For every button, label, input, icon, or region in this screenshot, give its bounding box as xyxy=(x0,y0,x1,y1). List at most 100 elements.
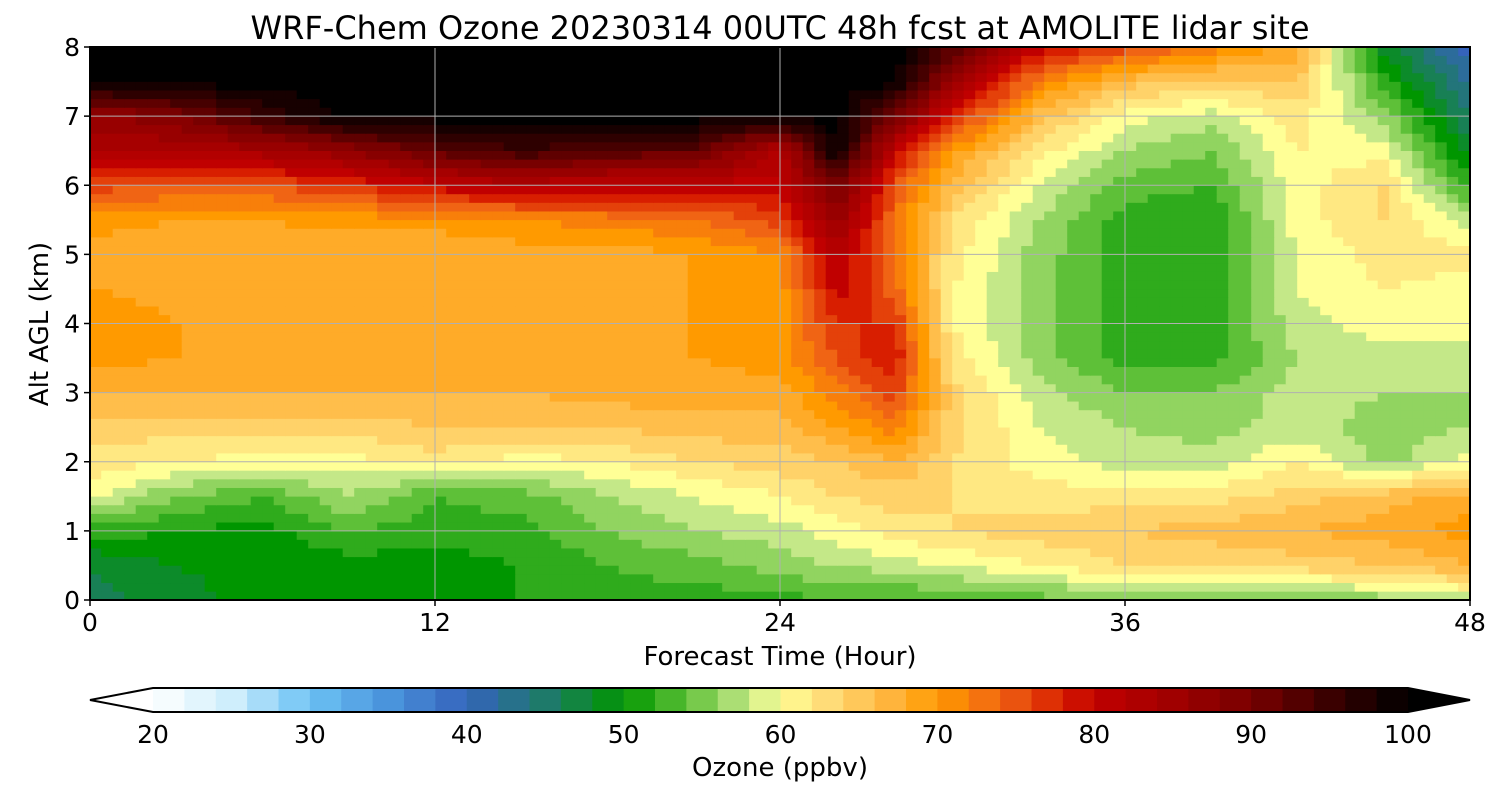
heatmap-cell xyxy=(1354,521,1367,532)
heatmap-cell xyxy=(607,435,620,445)
heatmap-cell xyxy=(998,392,1011,402)
heatmap-cell xyxy=(1216,392,1229,402)
heatmap-cell xyxy=(262,565,275,575)
heatmap-cell xyxy=(618,530,631,540)
heatmap-cell xyxy=(296,539,309,549)
heatmap-cell xyxy=(250,547,263,558)
heatmap-cell xyxy=(1101,400,1114,411)
heatmap-cell xyxy=(710,366,723,376)
heatmap-cell xyxy=(814,331,827,342)
heatmap-cell xyxy=(687,314,700,324)
heatmap-cell xyxy=(1193,349,1206,359)
heatmap-cell xyxy=(285,530,298,540)
heatmap-cell xyxy=(1216,582,1229,592)
heatmap-cell xyxy=(1435,556,1448,566)
heatmap-cell xyxy=(653,375,666,385)
heatmap-cell xyxy=(917,461,930,471)
heatmap-cell xyxy=(641,565,654,575)
heatmap-cell xyxy=(607,314,620,324)
heatmap-cell xyxy=(1136,409,1149,419)
heatmap-cell xyxy=(342,409,355,419)
heatmap-cell xyxy=(492,496,505,506)
heatmap-cell xyxy=(285,470,298,480)
heatmap-cell xyxy=(1331,418,1344,428)
heatmap-cell xyxy=(641,444,654,454)
heatmap-cell xyxy=(262,262,275,272)
heatmap-cell xyxy=(618,435,631,445)
heatmap-cell xyxy=(1182,340,1195,350)
heatmap-cell xyxy=(710,383,723,393)
heatmap-cell xyxy=(630,314,643,324)
heatmap-cell xyxy=(860,487,873,497)
heatmap-cell xyxy=(768,435,781,445)
heatmap-cell xyxy=(262,452,275,463)
heatmap-cell xyxy=(929,331,942,342)
heatmap-cell xyxy=(250,582,263,592)
heatmap-cell xyxy=(90,305,102,316)
heatmap-cell xyxy=(250,323,263,333)
heatmap-cell xyxy=(1193,539,1206,549)
heatmap-cell xyxy=(1032,366,1045,376)
heatmap-cell xyxy=(1216,383,1229,393)
heatmap-cell xyxy=(618,245,631,255)
heatmap-cell xyxy=(848,426,861,437)
heatmap-cell xyxy=(1308,487,1321,497)
heatmap-cell xyxy=(768,487,781,497)
heatmap-cell xyxy=(170,582,183,592)
heatmap-cell xyxy=(1136,573,1149,584)
heatmap-cell xyxy=(204,418,217,428)
heatmap-cell xyxy=(607,513,620,523)
heatmap-cell xyxy=(1354,461,1367,471)
heatmap-cell xyxy=(423,565,436,575)
heatmap-cell xyxy=(1170,487,1183,497)
heatmap-cell xyxy=(181,591,194,600)
heatmap-cell xyxy=(584,280,597,290)
heatmap-cell xyxy=(1320,305,1333,316)
heatmap-cell xyxy=(1435,496,1448,506)
heatmap-cell xyxy=(296,392,309,402)
heatmap-cell xyxy=(1159,288,1172,298)
heatmap-cell xyxy=(273,392,286,402)
heatmap-cell xyxy=(871,591,884,600)
heatmap-cell xyxy=(147,314,160,324)
heatmap-cell xyxy=(710,314,723,324)
heatmap-cell xyxy=(561,573,574,584)
heatmap-cell xyxy=(1182,521,1195,532)
heatmap-cell xyxy=(492,271,505,281)
heatmap-cell xyxy=(641,496,654,506)
heatmap-cell xyxy=(1377,426,1390,437)
heatmap-cell xyxy=(273,280,286,290)
heatmap-cell xyxy=(814,392,827,402)
heatmap-cell xyxy=(158,487,171,497)
heatmap-cell xyxy=(1205,504,1218,514)
heatmap-cell xyxy=(1274,314,1287,324)
heatmap-cell xyxy=(1320,461,1333,471)
heatmap-cell xyxy=(676,400,689,411)
heatmap-cell xyxy=(1067,426,1080,437)
heatmap-cell xyxy=(940,547,953,558)
heatmap-cell xyxy=(181,392,194,402)
heatmap-cell xyxy=(1113,331,1126,342)
heatmap-cell xyxy=(894,539,907,549)
heatmap-cell xyxy=(434,383,447,393)
heatmap-cell xyxy=(906,409,919,419)
heatmap-cell xyxy=(112,513,125,523)
heatmap-cell xyxy=(791,452,804,463)
heatmap-cell xyxy=(250,314,263,324)
heatmap-cell xyxy=(193,426,206,437)
heatmap-cell xyxy=(814,254,827,264)
heatmap-cell xyxy=(676,591,689,600)
heatmap-cell xyxy=(802,444,815,454)
heatmap-cell xyxy=(388,487,401,497)
heatmap-cell xyxy=(135,375,148,385)
heatmap-cell xyxy=(1193,305,1206,316)
heatmap-cell xyxy=(722,245,735,255)
heatmap-cell xyxy=(400,478,413,488)
heatmap-cell xyxy=(1446,392,1459,402)
heatmap-cell xyxy=(929,262,942,272)
heatmap-cell xyxy=(331,478,344,488)
heatmap-cell xyxy=(630,280,643,290)
heatmap-cell xyxy=(446,280,459,290)
heatmap-cell xyxy=(1343,478,1356,488)
heatmap-cell xyxy=(641,357,654,367)
